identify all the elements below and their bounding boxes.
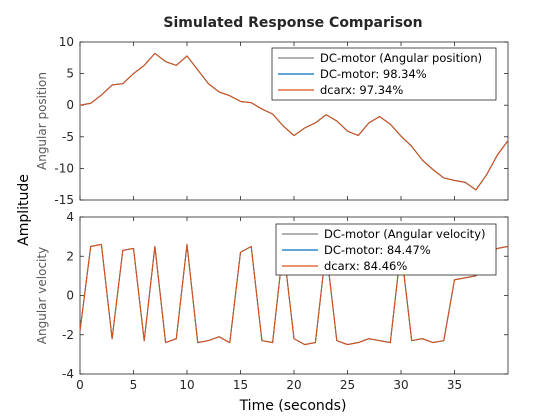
velocity-x-tick-label: 20 [286,378,301,392]
velocity-legend-entry: DC-motor (Angular velocity) [324,227,486,241]
velocity-x-tick-label: 35 [447,378,462,392]
position-y-tick-label: -5 [62,130,74,144]
velocity-y-tick-label: -2 [62,328,74,342]
velocity-x-tick-label: 25 [340,378,355,392]
velocity-y-tick-label: -4 [62,367,74,381]
velocity-x-tick-label: 5 [130,378,138,392]
position-y-tick-label: -15 [54,193,74,207]
position-legend-entry: DC-motor: 98.34% [320,67,427,81]
position-series-2-line [79,52,509,191]
velocity-legend-entry: DC-motor: 84.47% [324,243,431,257]
velocity-x-tick-label: 15 [233,378,248,392]
x-axis-label: Time (seconds) [239,398,347,414]
velocity-y-tick-label: 0 [66,289,74,303]
velocity-legend-entry: dcarx: 84.46% [324,259,407,273]
shared-y-axis-label: Amplitude [16,174,32,246]
chart-title: Simulated Response Comparison [163,15,422,31]
velocity-series-2-line [79,243,509,346]
position-legend-entry: DC-motor (Angular position) [320,51,482,65]
position-y-tick-label: 0 [66,98,74,112]
position-legend [271,47,497,101]
position-panel: 10 5 0 -5 -10 -15 Angular position DC-motor (An… [35,35,509,207]
velocity-y-axis-label: Angular velocity [35,247,49,344]
position-y-tick-label: 5 [66,67,74,81]
velocity-y-tick-label: 4 [66,210,74,224]
velocity-x-tick-label: 0 [76,378,84,392]
velocity-x-tick-label: 10 [179,378,194,392]
velocity-x-tick-label: 30 [393,378,408,392]
position-y-tick-label: -10 [54,161,74,175]
position-y-axis-label: Angular position [35,72,49,170]
velocity-y-tick-label: 2 [66,249,74,263]
position-y-tick-label: 10 [59,35,74,49]
position-legend-entry: dcarx: 97.34% [320,83,403,97]
